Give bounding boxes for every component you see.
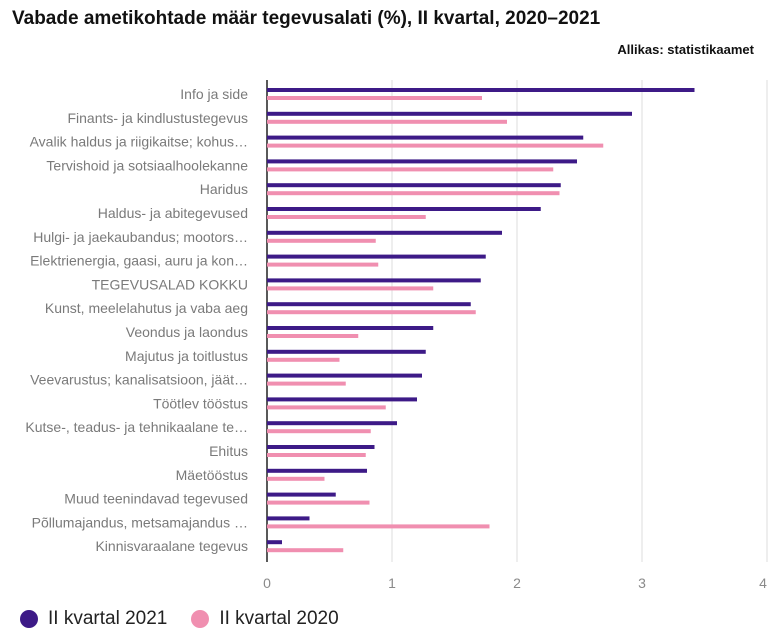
bar-2021[interactable] [267,445,375,449]
legend-swatch-2021 [20,610,38,628]
category-label: Kutse-, teadus- ja tehnikaalane te… [25,419,248,435]
legend-label-2020: II kvartal 2020 [219,608,339,629]
legend-item-2020[interactable]: II kvartal 2020 [191,608,339,630]
category-label: Majutus ja toitlustus [125,348,248,364]
bar-2021[interactable] [267,159,577,164]
bar-2021[interactable] [267,349,426,354]
category-label: Finants- ja kindlustustegevus [67,110,248,126]
bar-2020[interactable] [267,500,370,505]
category-label: Tervishoid ja sotsiaalhoolekanne [46,157,248,173]
bar-chart: 0 1 2 3 4 Info ja side Finants- ja kindlustust… [25,80,768,591]
category-label: Hulgi- ja jaekaubandus; mootors… [33,229,248,245]
bar-2020[interactable] [267,429,371,434]
bar-2020[interactable] [267,96,482,100]
bar-2021[interactable] [267,326,434,330]
bar-2020[interactable] [267,381,346,386]
x-tick-label: 2 [513,575,521,591]
bar-2020[interactable] [267,286,434,291]
bar-2021[interactable] [267,302,471,307]
bar-2021[interactable] [267,254,486,259]
bar-2021[interactable] [267,207,541,211]
x-tick-label: 0 [263,575,271,591]
bar-2021[interactable] [267,421,397,426]
category-label: Põllumajandus, metsamajandus … [32,514,248,530]
bar-2020[interactable] [267,310,476,315]
bar-2021[interactable] [267,397,417,402]
bar-2020[interactable] [267,215,426,219]
bar-2021[interactable] [267,373,422,378]
category-label: Töötlev tööstus [153,395,248,411]
bar-2020[interactable] [267,453,366,457]
legend-label-2021: II kvartal 2021 [48,608,168,629]
bar-2021[interactable] [267,468,367,473]
bar-2021[interactable] [267,111,632,116]
category-label: Kinnisvaraalane tegevus [95,538,248,554]
legend-swatch-2020 [191,610,210,628]
bar-2020[interactable] [267,334,359,338]
bar-2020[interactable] [267,262,379,267]
bar-2021[interactable] [267,88,695,92]
bar-2020[interactable] [267,476,325,481]
bar-2020[interactable] [267,524,490,529]
x-tick-label: 3 [638,575,646,591]
bar-2020[interactable] [267,405,386,410]
bar-2020[interactable] [267,357,340,362]
bar-2021[interactable] [267,183,561,188]
category-label: Info ja side [180,86,248,102]
category-label: Veondus ja laondus [126,324,248,340]
category-label: Haridus [200,181,248,197]
bar-2021[interactable] [267,278,481,283]
category-label: Ehitus [209,443,248,459]
bar-2020[interactable] [267,167,554,172]
x-tick-label: 1 [388,575,396,591]
bar-2021[interactable] [267,492,336,497]
category-label: Mäetööstus [176,467,248,483]
bar-2021[interactable] [267,230,502,235]
bar-2021[interactable] [267,516,310,521]
chart-source: Allikas: statistikaamet [617,42,754,57]
legend-item-2021[interactable]: II kvartal 2021 [20,608,167,630]
category-label: TEGEVUSALAD KOKKU [92,276,248,292]
x-tick-label: 4 [759,575,767,591]
bar-2020[interactable] [267,119,507,124]
legend: II kvartal 2021 II kvartal 2020 [20,608,339,630]
category-label: Avalik haldus ja riigikaitse; kohus… [30,134,248,150]
category-label: Haldus- ja abitegevused [98,205,248,221]
bar-2021[interactable] [267,135,584,140]
category-label: Elektrienergia, gaasi, auru ja kon… [30,253,248,269]
category-label: Muud teenindavad tegevused [64,491,248,507]
category-label: Kunst, meelelahutus ja vaba aeg [45,300,248,316]
bar-2020[interactable] [267,143,604,148]
bar-2020[interactable] [267,548,344,553]
bar-2020[interactable] [267,238,376,243]
bar-2020[interactable] [267,191,560,196]
bar-2021[interactable] [267,540,282,545]
category-label: Veevarustus; kanalisatsioon, jäät… [30,372,248,388]
chart-title: Vabade ametikohtade määr tegevusalati (%… [12,8,601,29]
